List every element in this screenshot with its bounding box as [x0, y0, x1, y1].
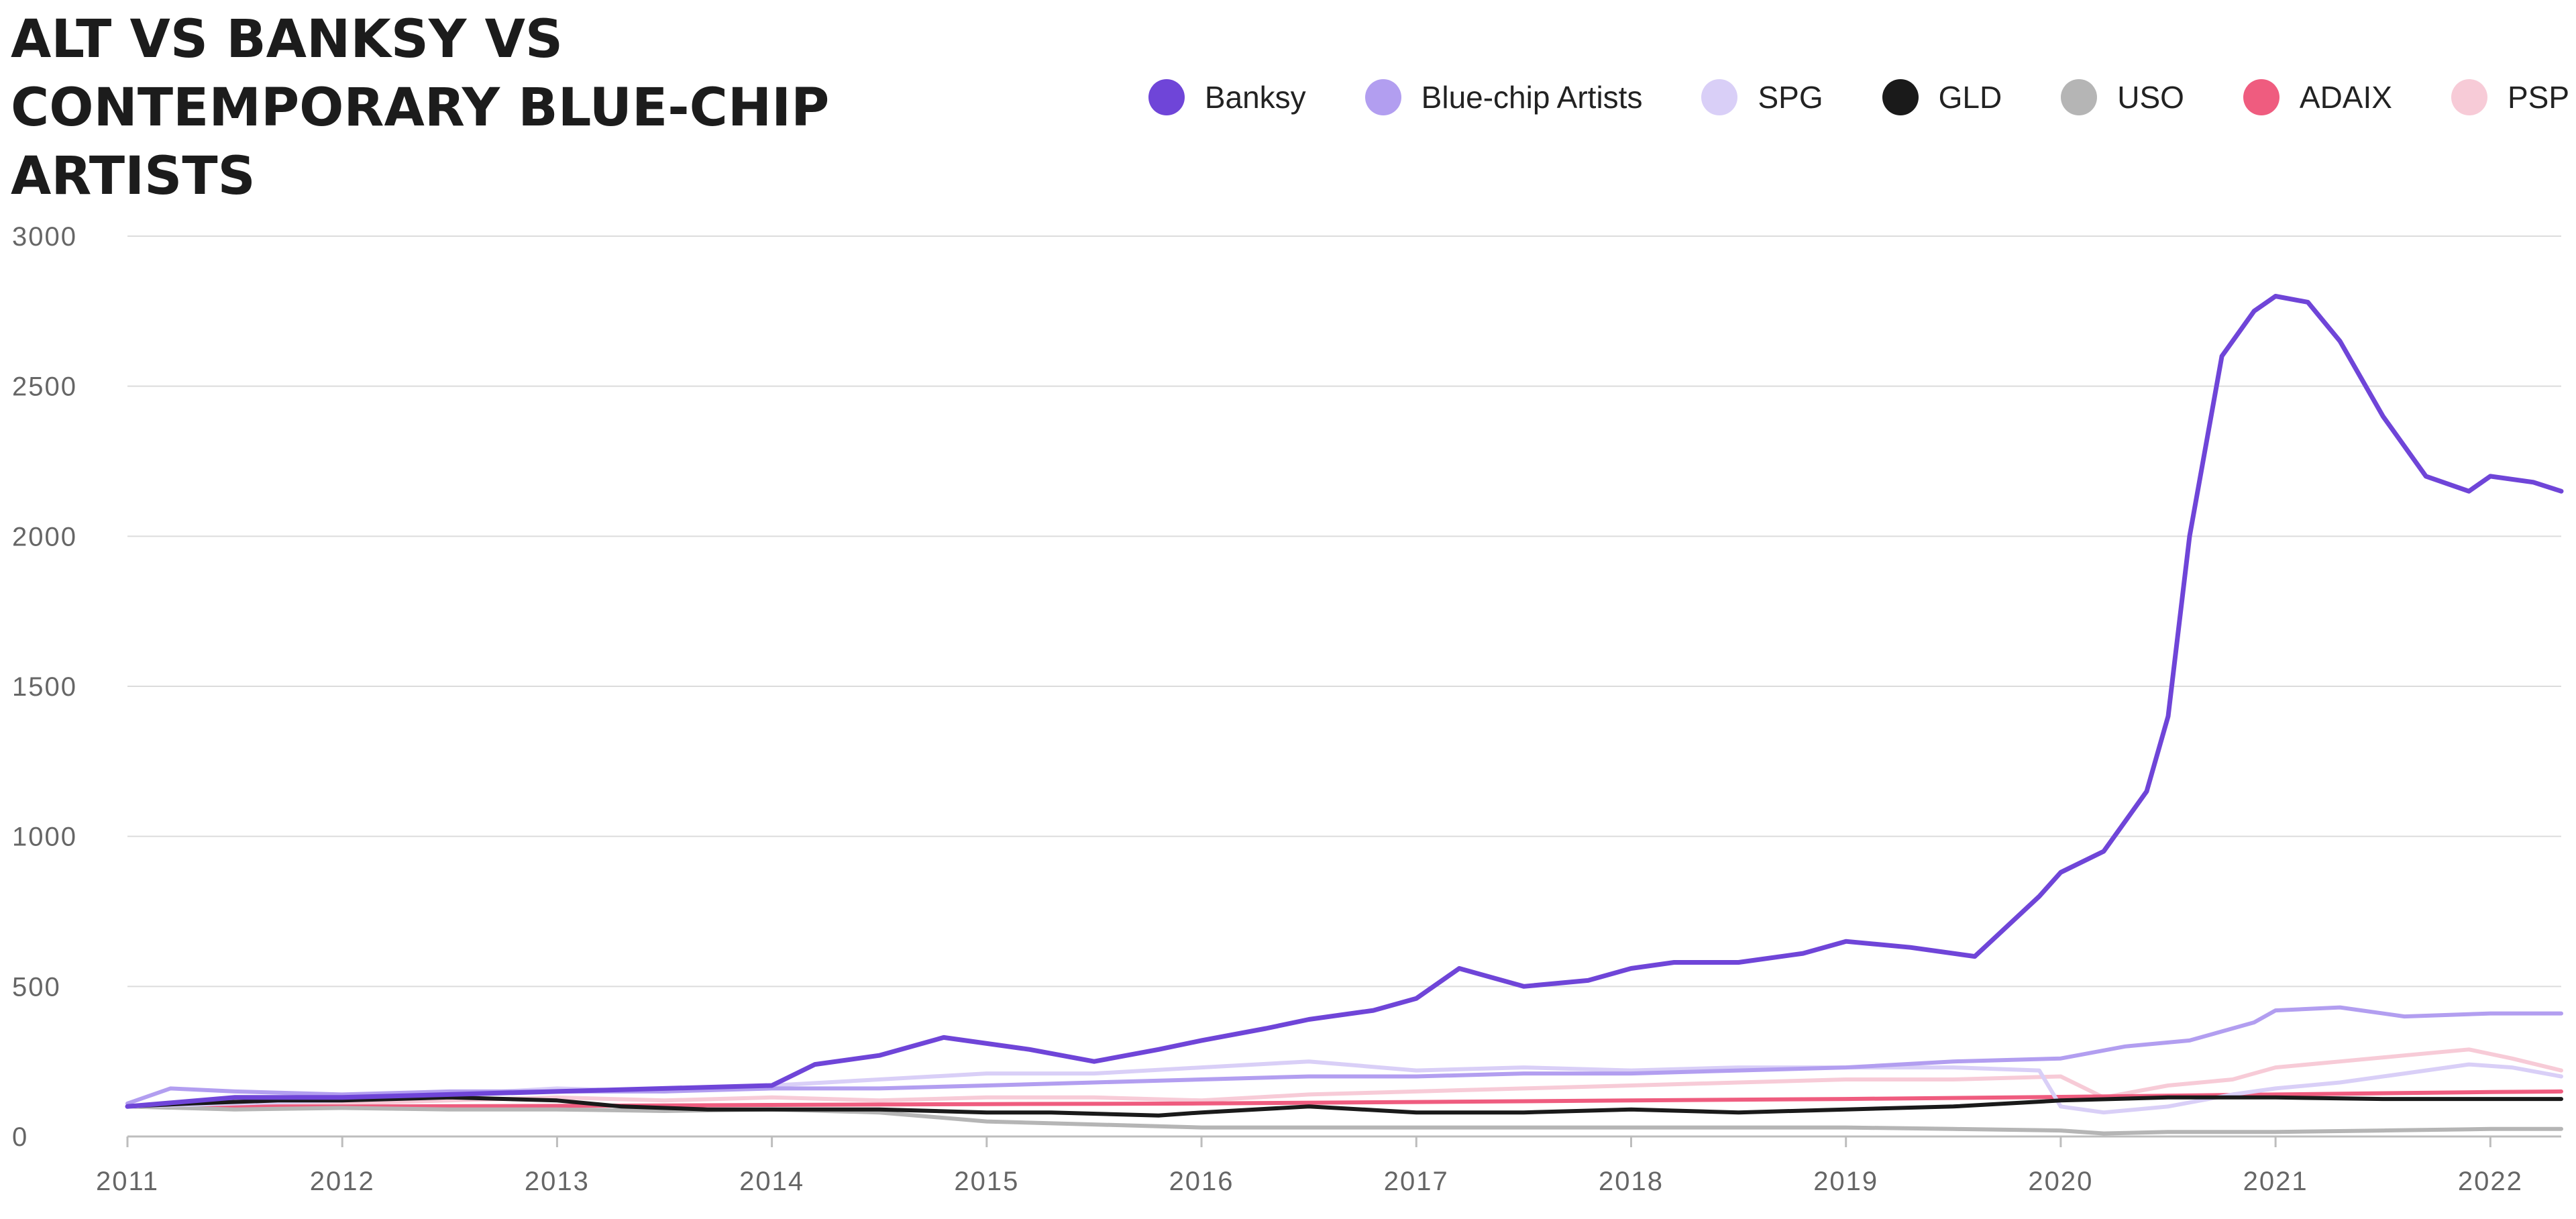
y-tick-label: 2000 — [12, 522, 77, 551]
x-tick-label: 2022 — [2458, 1167, 2523, 1196]
legend-label: USO — [2117, 80, 2184, 115]
series-line-uso — [125, 1104, 2563, 1136]
legend-item-gld: GLD — [1882, 79, 2002, 115]
series-line-gld — [125, 1095, 2563, 1118]
legend-item-banksy: Banksy — [1148, 79, 1306, 115]
x-tick-label: 2014 — [739, 1167, 804, 1196]
legend-item-adaix: ADAIX — [2243, 79, 2392, 115]
x-tick-label: 2020 — [2028, 1167, 2093, 1196]
y-tick-label: 2500 — [12, 372, 77, 402]
y-tick-label: 500 — [12, 972, 61, 1002]
chart-title: ALT VS BANKSY VS CONTEMPORARY BLUE-CHIP … — [11, 9, 830, 207]
y-tick-label: 3000 — [12, 222, 77, 252]
series-line-banksy — [125, 294, 2564, 1109]
x-tick-label: 2011 — [96, 1167, 159, 1196]
chart-legend: Banksy Blue-chip Artists SPG GLD USO ADAIX PSP — [1089, 79, 2569, 115]
legend-label: GLD — [1938, 80, 2002, 115]
y-tick-label: 1000 — [12, 823, 77, 852]
series-line-adaix — [125, 1089, 2563, 1109]
legend-label: Blue-chip Artists — [1421, 80, 1643, 115]
series-line-psp — [125, 1047, 2563, 1109]
x-tick-label: 2015 — [954, 1167, 1019, 1196]
legend-item-uso: USO — [2061, 79, 2184, 115]
x-tick-label: 2012 — [310, 1167, 375, 1196]
legend-label: SPG — [1758, 80, 1823, 115]
y-tick-label: 1500 — [12, 672, 77, 702]
x-tick-label: 2021 — [2243, 1167, 2308, 1196]
legend-swatch — [2243, 79, 2279, 115]
x-tick-label: 2019 — [1813, 1167, 1878, 1196]
legend-swatch — [2061, 79, 2098, 115]
x-tick-label: 2018 — [1599, 1167, 1664, 1196]
x-tick-label: 2013 — [525, 1167, 590, 1196]
legend-swatch — [1882, 79, 1919, 115]
legend-swatch — [1364, 79, 1401, 115]
x-tick-label: 2016 — [1169, 1167, 1234, 1196]
legend-swatch — [2451, 79, 2487, 115]
legend-label: PSP — [2507, 80, 2569, 115]
y-tick-label: 0 — [12, 1122, 28, 1152]
x-tick-label: 2017 — [1384, 1167, 1449, 1196]
legend-label: ADAIX — [2299, 80, 2392, 115]
legend-item-psp: PSP — [2451, 79, 2569, 115]
legend-swatch — [1148, 79, 1185, 115]
legend-swatch — [1701, 79, 1738, 115]
legend-item-blue-chip-artists: Blue-chip Artists — [1364, 79, 1643, 115]
legend-label: Banksy — [1204, 80, 1306, 115]
series-line-blue-chip-artists — [125, 1005, 2563, 1106]
legend-item-spg: SPG — [1701, 79, 1823, 115]
